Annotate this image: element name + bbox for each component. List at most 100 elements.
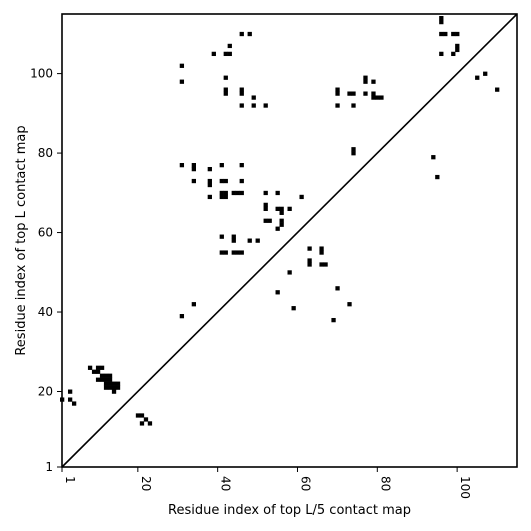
x-axis-label: Residue index of top L/5 contact map (168, 503, 411, 518)
contact-point (263, 218, 268, 223)
contact-point (227, 43, 232, 49)
contact-point (111, 381, 117, 386)
contact-point (91, 369, 97, 374)
contact-point (263, 206, 268, 211)
x-tick-label: 100 (458, 476, 472, 499)
contact-point (179, 163, 185, 168)
contact-point (67, 389, 73, 394)
contact-point (95, 365, 101, 370)
contact-point (207, 182, 212, 188)
contact-point (99, 373, 105, 378)
contact-point (135, 413, 141, 418)
contact-point (275, 206, 280, 211)
contact-point (107, 385, 113, 390)
contact-point (107, 377, 113, 382)
contact-point (239, 31, 244, 37)
contact-point (147, 421, 153, 426)
contact-point (223, 178, 228, 184)
diagonal-line (61, 13, 518, 468)
contact-point (347, 302, 352, 307)
contact-point (95, 377, 101, 382)
contact-point (207, 178, 212, 184)
contact-point (211, 51, 216, 57)
contact-point (347, 91, 352, 96)
contact-point (267, 218, 272, 223)
plot-frame (61, 13, 518, 468)
contact-point (439, 51, 444, 57)
x-tick-label: 40 (219, 476, 233, 491)
contact-point (207, 166, 212, 172)
contact-point (111, 389, 117, 394)
contact-point (103, 377, 109, 382)
contact-point (443, 31, 448, 37)
contact-point (279, 210, 284, 215)
contact-point (223, 91, 228, 96)
contact-point (111, 385, 117, 390)
contact-point (263, 103, 268, 108)
contact-point (207, 194, 212, 200)
contact-point (107, 381, 113, 386)
contact-point (287, 270, 292, 275)
x-tick-label: 20 (139, 476, 153, 491)
contact-point (439, 15, 444, 21)
contact-point (115, 381, 121, 386)
contact-point (139, 413, 145, 418)
contact-point (371, 95, 376, 100)
y-axis-label: Residue index of top L contact map (14, 125, 29, 355)
contact-point (263, 202, 268, 208)
contact-point (239, 190, 244, 196)
contact-point (431, 155, 436, 160)
contact-point (223, 87, 228, 92)
contact-point (439, 19, 444, 25)
contact-point (179, 79, 185, 84)
contact-point (223, 75, 228, 80)
contact-point (235, 190, 240, 196)
contact-point (219, 194, 224, 200)
contact-point (275, 190, 280, 196)
contact-point (351, 147, 356, 152)
contact-point (231, 238, 236, 243)
contact-point (139, 421, 145, 426)
contact-point (191, 302, 196, 307)
contact-point (191, 178, 196, 184)
contact-point (495, 87, 500, 92)
contact-point (319, 250, 324, 255)
contact-point (279, 206, 284, 211)
y-tick-label: 100 (30, 67, 53, 81)
contact-point (219, 234, 224, 239)
contact-point (455, 31, 460, 37)
contact-point (223, 51, 228, 57)
contact-point (223, 194, 228, 200)
contact-point (179, 314, 185, 319)
x-tick-label: 80 (378, 476, 392, 491)
contact-point (219, 190, 224, 196)
contact-point (275, 290, 280, 295)
contact-point (223, 250, 228, 255)
contact-point (103, 385, 109, 390)
contact-point (99, 365, 105, 370)
contact-point (255, 238, 260, 243)
contact-point (275, 226, 280, 231)
contact-point (71, 401, 77, 406)
contact-point (279, 218, 284, 223)
contact-point (475, 75, 480, 80)
y-tick-label: 1 (45, 460, 53, 474)
contact-point (227, 51, 232, 57)
contact-point (107, 373, 113, 378)
contact-point (231, 190, 236, 196)
contact-point (115, 385, 121, 390)
contact-point (287, 206, 292, 211)
contact-point (435, 174, 440, 180)
contact-point (103, 373, 109, 378)
contact-point (483, 71, 488, 76)
contact-point (247, 31, 252, 37)
y-tick-label: 40 (38, 305, 53, 319)
contact-point (291, 306, 296, 311)
contact-point (319, 262, 324, 267)
contact-point (219, 250, 224, 255)
plot-area (60, 15, 500, 426)
contact-point (299, 194, 304, 200)
contact-point (439, 31, 444, 37)
x-axis: 1 20 40 60 80 100 (61, 467, 472, 499)
contact-point (103, 381, 109, 386)
